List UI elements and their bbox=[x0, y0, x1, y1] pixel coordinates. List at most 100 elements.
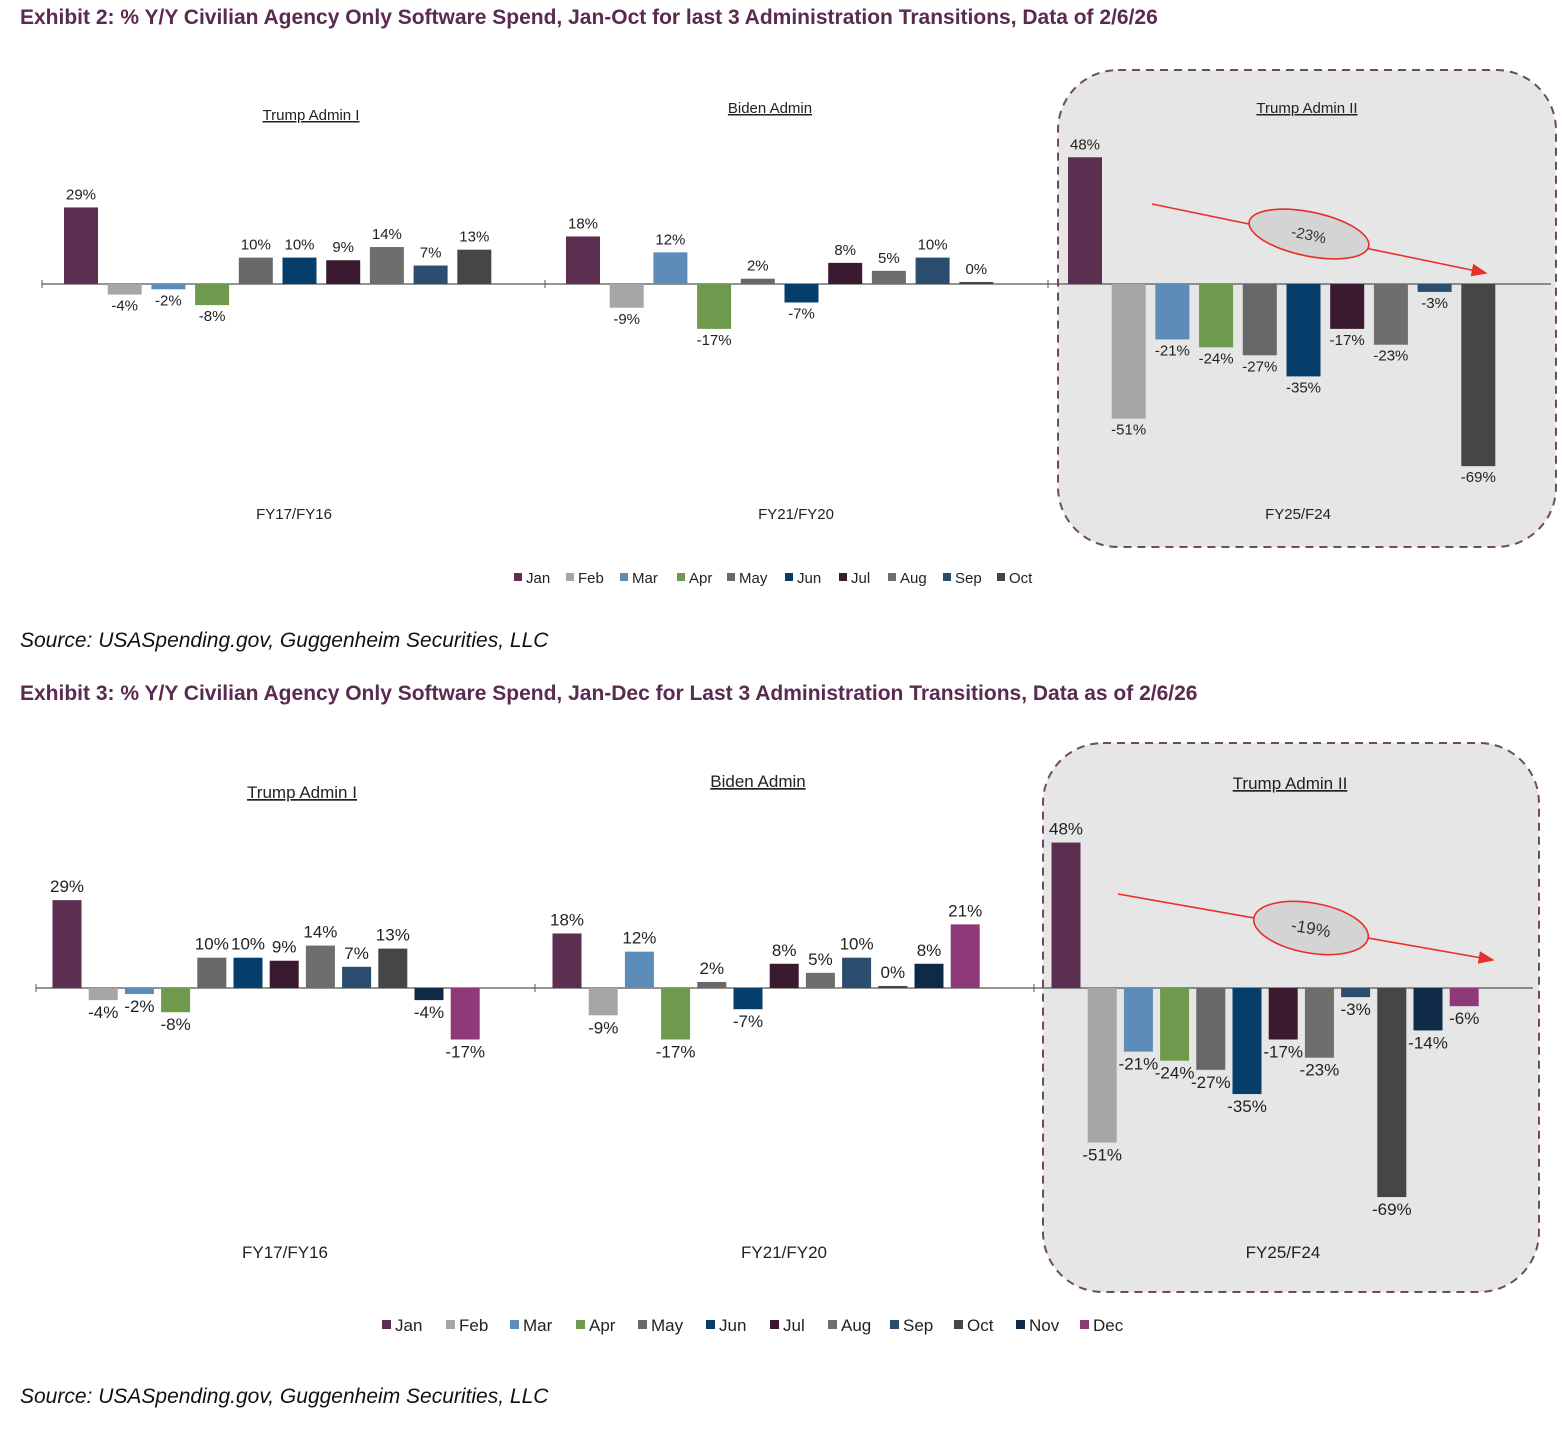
data-label-fy21-fy20-mar: 12% bbox=[655, 231, 685, 248]
data-label-fy21-fy20-nov: 8% bbox=[917, 941, 942, 960]
data-label-fy17-fy16-aug: 14% bbox=[303, 923, 337, 942]
legend-label-dec: Dec bbox=[1093, 1316, 1124, 1335]
category-label-fy25-f24: FY25/F24 bbox=[1265, 506, 1331, 523]
legend-label-apr: Apr bbox=[589, 1316, 616, 1335]
data-label-fy17-fy16-aug: 14% bbox=[372, 226, 402, 243]
exhibit-2-source: Source: USASpending.gov, Guggenheim Secu… bbox=[20, 629, 549, 652]
data-label-fy17-fy16-jun: 10% bbox=[284, 237, 314, 254]
legend-label-feb: Feb bbox=[459, 1316, 488, 1335]
data-label-fy25-f24-jun: -35% bbox=[1227, 1097, 1267, 1116]
data-label-fy17-fy16-jan: 29% bbox=[50, 877, 84, 896]
data-label-fy17-fy16-mar: -2% bbox=[124, 997, 154, 1016]
data-label-fy17-fy16-jul: 9% bbox=[272, 938, 297, 957]
bar-fy17-fy16-mar bbox=[151, 284, 186, 290]
legend-label-nov: Nov bbox=[1029, 1316, 1060, 1335]
data-label-fy21-fy20-feb: -9% bbox=[588, 1018, 618, 1037]
bar-fy25-f24-sep bbox=[1417, 284, 1452, 292]
bar-fy25-f24-apr bbox=[1160, 988, 1190, 1061]
bar-fy21-fy20-jan bbox=[566, 236, 600, 284]
legend-swatch-jul bbox=[839, 573, 847, 581]
admin-title-biden-admin: Biden Admin bbox=[728, 100, 812, 117]
trend-label: -23% bbox=[1290, 224, 1328, 248]
data-label-fy17-fy16-may: 10% bbox=[195, 935, 229, 954]
data-label-fy25-f24-nov: -14% bbox=[1408, 1033, 1448, 1052]
data-label-fy21-fy20-jun: -7% bbox=[788, 305, 815, 322]
bar-fy21-fy20-oct bbox=[878, 986, 908, 988]
bar-fy21-fy20-apr bbox=[697, 284, 732, 329]
data-label-fy25-f24-sep: -3% bbox=[1340, 1000, 1370, 1019]
legend-swatch-apr bbox=[677, 573, 685, 581]
legend-label-jun: Jun bbox=[797, 570, 821, 587]
legend-label-apr: Apr bbox=[689, 570, 712, 587]
admin-title-trump-admin-i: Trump Admin I bbox=[263, 107, 360, 124]
legend-swatch-may bbox=[727, 573, 735, 581]
legend-swatch-apr bbox=[576, 1320, 585, 1329]
bar-fy17-fy16-jun bbox=[282, 257, 317, 284]
bar-fy21-fy20-jun bbox=[733, 988, 763, 1010]
legend-label-aug: Aug bbox=[900, 570, 927, 587]
admin-title-trump-admin-i: Trump Admin I bbox=[247, 783, 357, 802]
bar-fy25-f24-jul bbox=[1268, 988, 1298, 1040]
data-label-fy25-f24-jun: -35% bbox=[1286, 379, 1321, 396]
bar-fy25-f24-jan bbox=[1051, 842, 1081, 988]
legend-label-jun: Jun bbox=[719, 1316, 746, 1335]
legend-label-jan: Jan bbox=[526, 570, 550, 587]
data-label-fy25-f24-may: -27% bbox=[1242, 358, 1277, 375]
bar-fy21-fy20-oct bbox=[959, 282, 994, 284]
legend-label-may: May bbox=[739, 570, 768, 587]
data-label-fy21-fy20-jul: 8% bbox=[772, 941, 797, 960]
legend-label-feb: Feb bbox=[578, 570, 604, 587]
legend-swatch-jan bbox=[514, 573, 522, 581]
data-label-fy25-f24-oct: -69% bbox=[1461, 469, 1496, 486]
legend-label-jul: Jul bbox=[783, 1316, 805, 1335]
bar-fy17-fy16-may bbox=[197, 957, 227, 988]
bar-fy25-f24-jul bbox=[1330, 284, 1365, 329]
legend-swatch-jun bbox=[706, 1320, 715, 1329]
exhibit-3-title: Exhibit 3: % Y/Y Civilian Agency Only So… bbox=[20, 682, 1198, 705]
data-label-fy25-f24-apr: -24% bbox=[1155, 1064, 1195, 1083]
legend-label-mar: Mar bbox=[632, 570, 658, 587]
legend-label-jul: Jul bbox=[851, 570, 870, 587]
bar-fy25-f24-jun bbox=[1286, 284, 1321, 377]
bar-fy21-fy20-aug bbox=[805, 972, 835, 988]
data-label-fy17-fy16-may: 10% bbox=[241, 237, 271, 254]
bar-fy17-fy16-dec bbox=[450, 988, 480, 1040]
data-label-fy25-f24-apr: -24% bbox=[1199, 350, 1234, 367]
bar-fy25-f24-jan bbox=[1068, 157, 1102, 284]
bar-fy17-fy16-oct bbox=[378, 948, 408, 988]
bar-fy17-fy16-jun bbox=[233, 957, 263, 988]
bar-fy21-fy20-jul bbox=[769, 963, 799, 988]
bar-fy25-f24-mar bbox=[1155, 284, 1190, 340]
legend-swatch-feb bbox=[446, 1320, 455, 1329]
bar-fy25-f24-may bbox=[1196, 988, 1226, 1070]
bar-fy21-fy20-may bbox=[740, 278, 775, 284]
legend-label-oct: Oct bbox=[967, 1316, 994, 1335]
category-label-fy25-f24: FY25/F24 bbox=[1246, 1243, 1321, 1262]
category-label-fy17-fy16: FY17/FY16 bbox=[242, 1243, 328, 1262]
data-label-fy17-fy16-dec: -17% bbox=[445, 1043, 485, 1062]
data-label-fy17-fy16-nov: -4% bbox=[414, 1003, 444, 1022]
bar-fy21-fy20-jan bbox=[552, 933, 582, 988]
trend-ellipse bbox=[1248, 208, 1370, 260]
bar-fy17-fy16-nov bbox=[414, 988, 444, 1001]
bar-fy17-fy16-jan bbox=[52, 900, 82, 988]
legend-label-aug: Aug bbox=[841, 1316, 871, 1335]
bar-fy25-f24-feb bbox=[1111, 284, 1146, 419]
legend-label-sep: Sep bbox=[903, 1316, 933, 1335]
data-label-fy17-fy16-oct: 13% bbox=[459, 229, 489, 246]
bar-fy25-f24-apr bbox=[1199, 284, 1234, 348]
trend-ellipse bbox=[1252, 900, 1370, 956]
data-label-fy21-fy20-aug: 5% bbox=[878, 250, 900, 267]
category-label-fy17-fy16: FY17/FY16 bbox=[256, 506, 332, 523]
bar-fy25-f24-may bbox=[1242, 284, 1277, 356]
admin-title-biden-admin: Biden Admin bbox=[710, 772, 805, 791]
category-label-fy21-fy20: FY21/FY20 bbox=[758, 506, 834, 523]
legend-swatch-sep bbox=[890, 1320, 899, 1329]
bar-fy25-f24-jun bbox=[1232, 988, 1262, 1095]
data-label-fy25-f24-oct: -69% bbox=[1372, 1200, 1412, 1219]
legend-label-jan: Jan bbox=[395, 1316, 422, 1335]
bar-fy17-fy16-sep bbox=[413, 265, 448, 284]
legend-swatch-aug bbox=[828, 1320, 837, 1329]
legend-swatch-oct bbox=[997, 573, 1005, 581]
